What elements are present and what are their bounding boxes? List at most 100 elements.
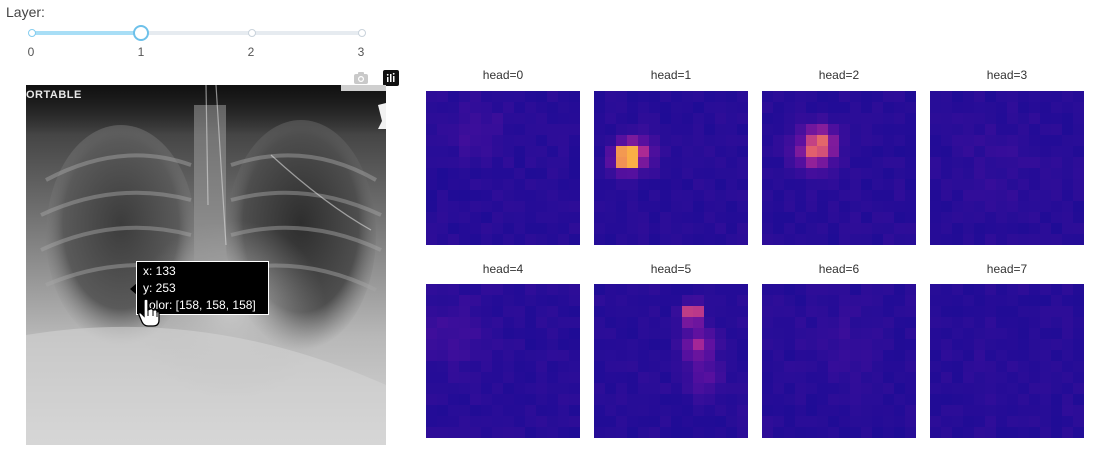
heatmap-cell xyxy=(715,124,727,136)
heatmap-cell xyxy=(693,91,705,103)
heatmap-cell xyxy=(985,179,997,191)
heatmap-cell xyxy=(470,212,482,224)
heatmap-cell xyxy=(883,234,895,245)
heatmap-cell xyxy=(594,306,606,318)
heatmap-cell xyxy=(547,234,559,245)
heatmap-cell xyxy=(974,201,986,213)
slider-mark-1[interactable]: 1 xyxy=(137,45,145,59)
heatmap-cell xyxy=(1007,234,1019,245)
heatmap-cell xyxy=(1073,405,1084,417)
heatmap-cell xyxy=(996,201,1008,213)
heatmap-cell xyxy=(481,223,493,235)
attention-heatmap-head-3[interactable] xyxy=(930,91,1084,245)
attention-heatmap-head-1[interactable] xyxy=(594,91,748,245)
slider-label: Layer: xyxy=(6,4,45,20)
heatmap-cell xyxy=(930,135,942,147)
heatmap-cell xyxy=(894,124,906,136)
heatmap-cell xyxy=(715,135,727,147)
heatmap-cell xyxy=(974,113,986,125)
heatmap-cell xyxy=(996,91,1008,103)
heatmap-cell xyxy=(605,295,617,307)
heatmap-cell xyxy=(660,416,672,428)
heatmap-cell xyxy=(693,146,705,158)
heatmap-cell xyxy=(762,339,774,351)
heatmap-cell xyxy=(481,179,493,191)
heatmap-cell xyxy=(638,91,650,103)
heatmap-cell xyxy=(737,146,748,158)
heatmap-cell xyxy=(660,212,672,224)
plotly-logo-icon[interactable] xyxy=(383,70,401,86)
heatmap-cell xyxy=(671,284,683,296)
attention-heatmap-head-4[interactable] xyxy=(426,284,580,438)
heatmap-cell xyxy=(470,179,482,191)
heatmap-cell xyxy=(426,212,438,224)
heatmap-cell xyxy=(492,350,504,362)
heatmap-cell xyxy=(839,135,851,147)
heatmap-cell xyxy=(492,427,504,438)
heatmap-cell xyxy=(1051,179,1063,191)
slider-mark-3[interactable]: 3 xyxy=(357,45,365,59)
heatmap-cell xyxy=(806,306,818,318)
attention-heatmap-head-5[interactable] xyxy=(594,284,748,438)
heatmap-cell xyxy=(649,361,661,373)
camera-icon[interactable] xyxy=(352,70,370,86)
heatmap-cell xyxy=(605,223,617,235)
heatmap-cell xyxy=(795,212,807,224)
heatmap-cell xyxy=(850,383,862,395)
heatmap-cell xyxy=(1073,306,1084,318)
heatmap-cell xyxy=(660,190,672,202)
attention-heatmap-head-6[interactable] xyxy=(762,284,916,438)
slider-mark-2[interactable]: 2 xyxy=(247,45,255,59)
slider-step-3[interactable] xyxy=(358,29,366,37)
layer-slider-rail[interactable] xyxy=(31,31,362,35)
heatmap-cell xyxy=(448,339,460,351)
heatmap-cell xyxy=(806,102,818,114)
hover-tooltip: x: 133 y: 253 color: [158, 158, 158] xyxy=(136,261,269,315)
heatmap-cell xyxy=(1073,372,1084,384)
heatmap-cell xyxy=(795,234,807,245)
heatmap-cell xyxy=(839,91,851,103)
heatmap-cell xyxy=(941,295,953,307)
attention-heatmap-head-2[interactable] xyxy=(762,91,916,245)
slider-step-0[interactable] xyxy=(28,29,36,37)
heatmap-cell xyxy=(547,179,559,191)
heatmap-cell xyxy=(1040,350,1052,362)
heatmap-cell xyxy=(941,416,953,428)
heatmap-cell xyxy=(569,91,580,103)
heatmap-cell xyxy=(1040,295,1052,307)
attention-heatmap-head-0[interactable] xyxy=(426,91,580,245)
heatmap-cell xyxy=(616,91,628,103)
attention-heatmap-head-7[interactable] xyxy=(930,284,1084,438)
heatmap-cell xyxy=(839,146,851,158)
heatmap-cell xyxy=(627,113,639,125)
heatmap-cell xyxy=(883,223,895,235)
layer-slider-handle[interactable] xyxy=(133,25,149,41)
heatmap-cell xyxy=(872,328,884,340)
heatmap-cell xyxy=(514,223,526,235)
heatmap-cell xyxy=(1029,113,1041,125)
heatmap-cell xyxy=(883,135,895,147)
heatmap-cell xyxy=(762,295,774,307)
heatmap-cell xyxy=(817,102,829,114)
heatmap-cell xyxy=(605,212,617,224)
heatmap-cell xyxy=(536,135,548,147)
heatmap-cell xyxy=(806,157,818,169)
heatmap-cell xyxy=(828,306,840,318)
heatmap-cell xyxy=(514,416,526,428)
heatmap-cell xyxy=(1062,168,1074,180)
slider-mark-0[interactable]: 0 xyxy=(27,45,35,59)
heatmap-cell xyxy=(784,361,796,373)
slider-step-2[interactable] xyxy=(248,29,256,37)
heatmap-cell xyxy=(569,179,580,191)
heatmap-cell xyxy=(762,168,774,180)
heatmap-cell xyxy=(872,223,884,235)
heatmap-cell xyxy=(558,212,570,224)
heatmap-cell xyxy=(1018,394,1030,406)
heatmap-cell xyxy=(985,201,997,213)
heatmap-cell xyxy=(872,372,884,384)
heatmap-cell xyxy=(941,361,953,373)
heatmap-cell xyxy=(737,383,748,395)
heatmap-cell xyxy=(905,91,916,103)
heatmap-cell xyxy=(762,394,774,406)
heatmap-cell xyxy=(872,179,884,191)
